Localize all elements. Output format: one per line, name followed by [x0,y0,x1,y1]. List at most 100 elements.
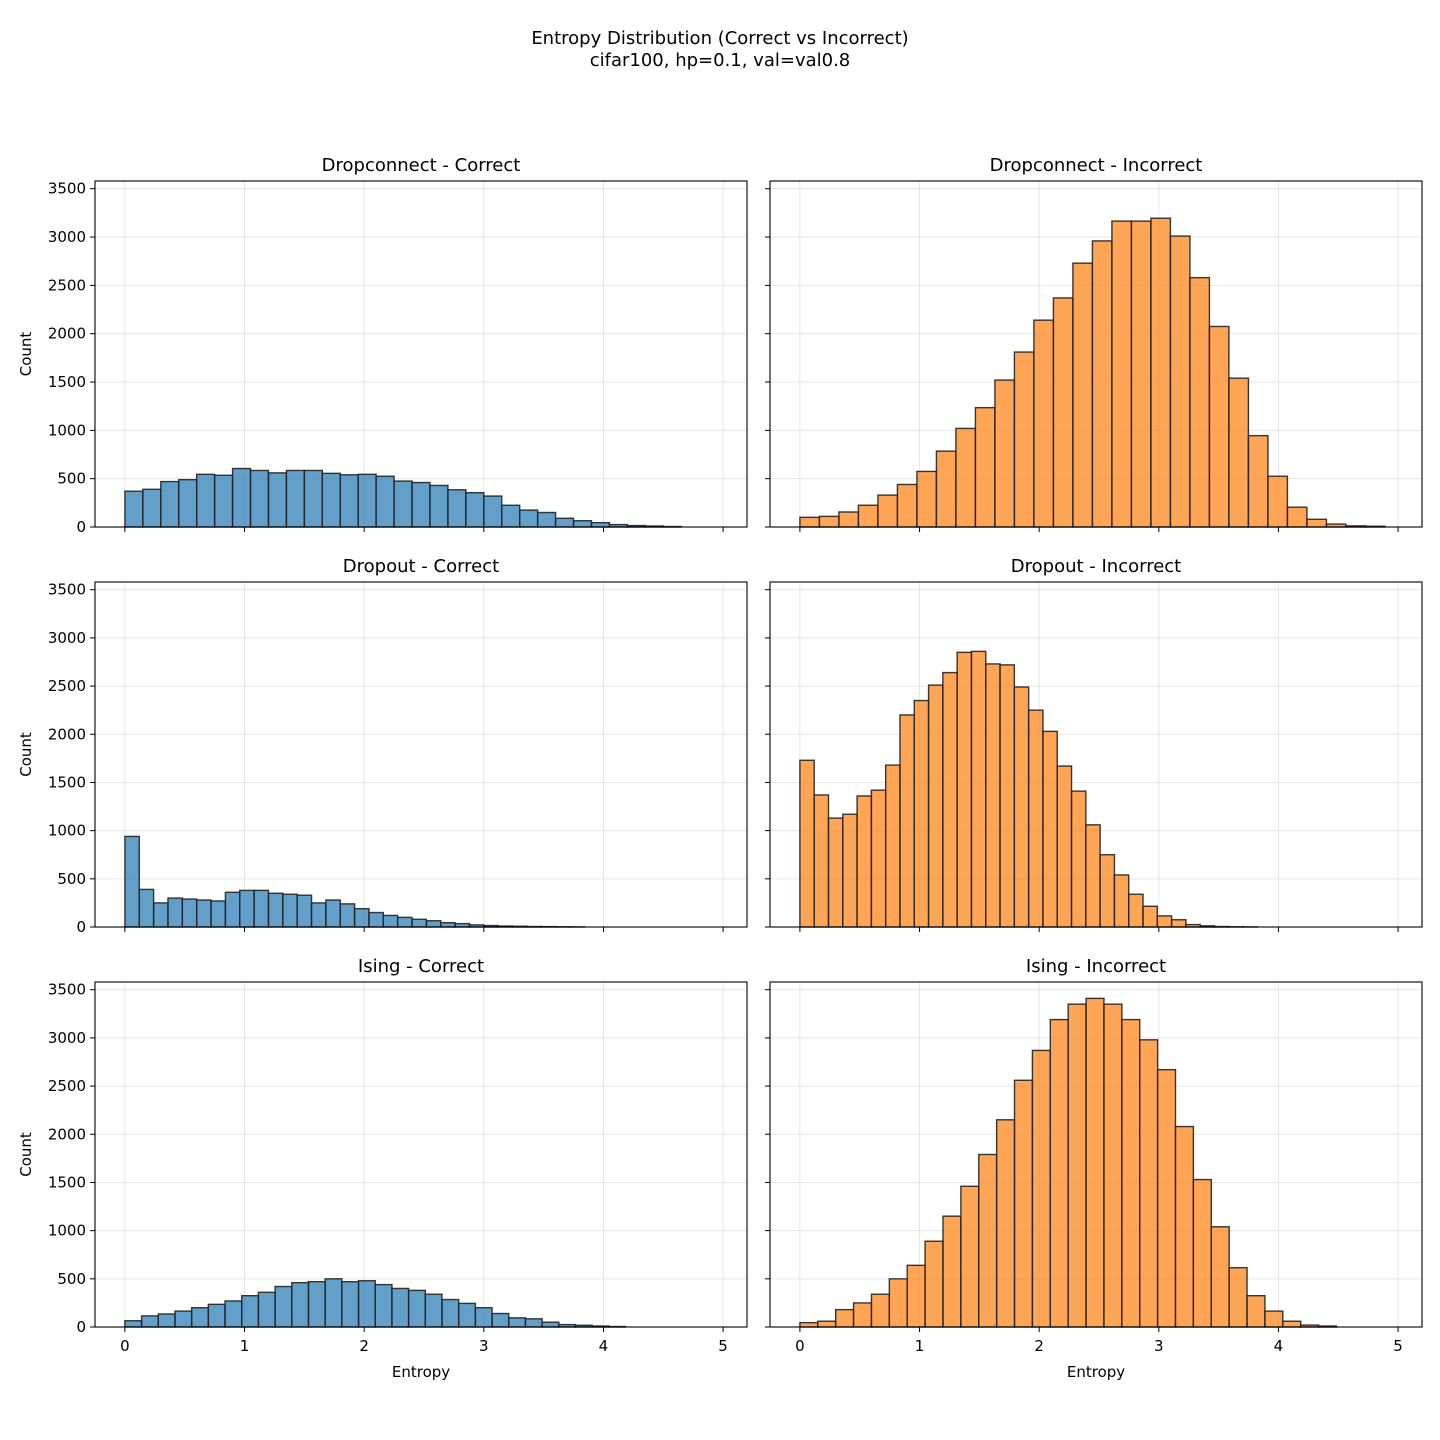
histogram-bar [1013,351,1035,528]
histogram-bar [396,916,413,928]
histogram-bar [1085,997,1105,1328]
histogram-bar [906,1264,926,1328]
histogram-bar [374,1283,393,1328]
figure-title: Entropy Distribution (Correct vs Incorre… [531,28,908,49]
histogram-bar [572,520,593,528]
histogram-bar [339,474,359,528]
y-tick-label: 500 [57,1270,86,1288]
grid [95,181,747,528]
histogram-bar [291,1281,310,1328]
histogram-bar [140,1315,159,1328]
y-tick-label: 500 [57,870,86,888]
histogram-bar [391,1287,410,1328]
histogram-bar [138,888,155,928]
x-tick-label: 5 [718,1337,728,1355]
histogram-bars [799,650,1259,928]
histogram-bar [1192,1178,1212,1328]
histogram-bar [1246,1294,1266,1328]
histogram-bars [124,1278,627,1328]
y-axis-label: Count [17,1132,35,1177]
histogram-bar [842,813,858,928]
histogram-bar [257,1291,276,1328]
histogram-bar [249,469,270,528]
subplot-1: 0 500 1000 1500 2000 2500 3000 3500 Dropconnect … [17,155,748,536]
y-tick-label: 2000 [48,325,86,343]
histogram-bar [1247,434,1269,528]
histogram-bar [955,427,977,528]
histogram-bar [899,714,915,928]
histogram-bar [174,1310,193,1328]
histogram-bar [1150,217,1172,528]
subplot-2: Dropconnect - Incorrect [765,155,1423,532]
x-tick-label: 5 [1393,1337,1403,1355]
histogram-bar [1103,1003,1123,1328]
histogram-bar [978,1153,998,1328]
histogram-bar [1031,1049,1052,1328]
subplot-title: Dropconnect - Correct [322,155,521,176]
y-tick-label: 3500 [48,180,86,198]
histogram-bar [870,1293,891,1328]
histogram-bar [231,467,252,528]
histogram-bar [995,1119,1016,1328]
histogram-bar [1013,1079,1034,1328]
y-tick-label: 0 [76,518,86,536]
histogram-bar [195,899,212,928]
histogram-bar [1091,240,1113,528]
histogram-bar [960,1185,980,1328]
histogram-bar [310,902,327,928]
y-tick-label: 3000 [48,1029,86,1047]
y-tick-label: 2000 [48,725,86,743]
histogram-bar [296,894,313,928]
subplot-3: 0 500 1000 1500 2000 2500 3000 3500 Dropout - Co… [17,556,748,936]
histogram-bar [536,511,557,528]
subplot-title: Ising - Correct [358,956,484,977]
histogram-bars [124,835,585,928]
histogram-bar [916,470,938,528]
histogram-bar [447,489,467,528]
histogram-bar [1156,915,1173,928]
histogram-bar [877,494,899,528]
histogram-bar [368,911,385,928]
histogram-bar [241,1294,260,1328]
histogram-bar [518,509,539,528]
y-tick-label: 2000 [48,1125,86,1143]
histogram-bar [1027,709,1044,928]
histogram-bar [884,764,901,928]
y-tick-label: 3500 [48,581,86,599]
histogram-bar [1042,730,1058,928]
x-tick-label: 3 [479,1337,489,1355]
histogram-bar [167,897,184,928]
histogram-bar [1139,1039,1159,1328]
histogram-bar [1128,893,1144,928]
histogram-bar [325,899,341,928]
histogram-bar [307,1281,326,1328]
x-tick-label: 3 [1154,1337,1164,1355]
histogram-bar [1121,1018,1141,1328]
y-axis-label: Count [17,332,35,377]
x-tick-label: 0 [795,1337,805,1355]
y-tick-label: 3500 [48,981,86,999]
histogram-bar [195,473,216,528]
histogram-bar [441,1298,460,1328]
histogram-bar [411,918,428,928]
histogram-bar [888,1278,908,1328]
grid [95,982,747,1328]
histogram-bar [457,1302,477,1328]
y-tick-label: 1000 [48,822,86,840]
histogram-bar [1286,506,1308,528]
histogram-bar [142,488,162,528]
subplot-title: Dropconnect - Incorrect [990,155,1203,176]
histogram-bar [491,1312,510,1328]
x-tick-label: 2 [359,1337,369,1355]
x-tick-label: 1 [915,1337,925,1355]
histogram-bar [508,1317,527,1328]
histogram-bar [541,1321,560,1328]
x-tick-label: 4 [1274,1337,1284,1355]
histogram-bar [1111,220,1133,528]
histogram-bar [813,794,830,928]
y-tick-label: 0 [76,918,86,936]
subplot-5: 0 1 2 3 4 5 0 500 1000 1500 2000 2500 3000 3500 Ising … [17,956,748,1381]
histogram-bar [554,517,575,528]
histogram-bar [924,1240,944,1328]
